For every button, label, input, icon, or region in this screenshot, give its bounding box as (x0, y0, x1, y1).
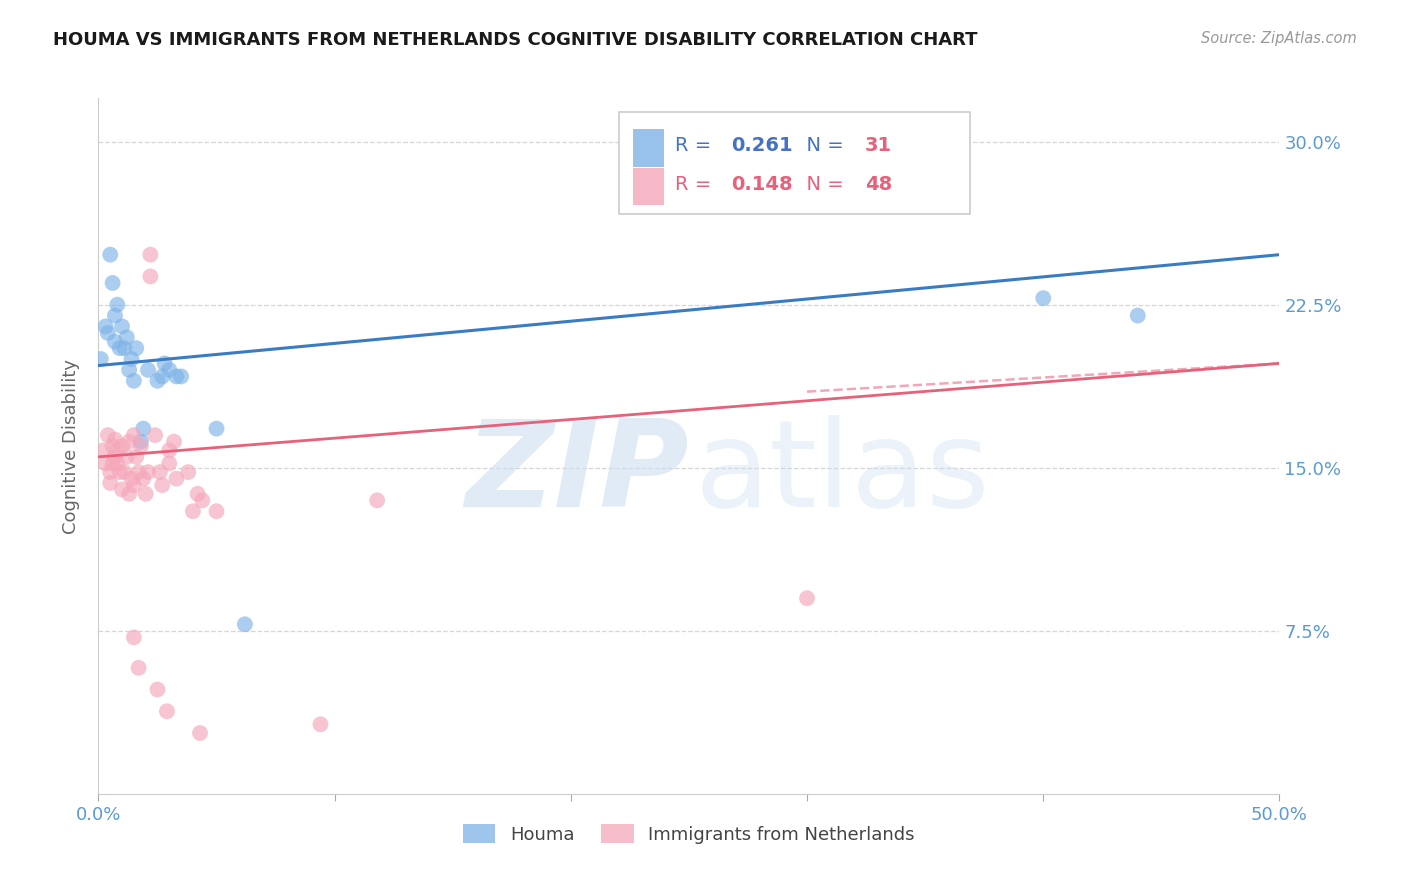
Point (111, 319, 134, 334)
Text: N =: N = (794, 175, 851, 194)
Point (122, 630, 145, 644)
Point (129, 439, 152, 453)
Point (796, 591, 818, 606)
Point (118, 363, 141, 377)
Point (156, 704, 179, 718)
Point (366, 493, 388, 508)
Point (150, 478, 173, 492)
Point (136, 363, 159, 377)
Point (121, 351, 143, 366)
Point (111, 439, 134, 453)
Point (170, 369, 193, 384)
Point (146, 682, 169, 697)
Point (115, 330, 138, 344)
Text: 48: 48 (865, 175, 891, 194)
Point (108, 341, 131, 355)
Point (153, 356, 176, 370)
Y-axis label: Cognitive Disability: Cognitive Disability (62, 359, 80, 533)
Point (94, 319, 117, 334)
Point (188, 726, 211, 740)
Point (181, 504, 204, 518)
Point (132, 472, 155, 486)
Point (163, 434, 186, 449)
Point (143, 428, 166, 442)
Point (725, 156, 748, 170)
Point (98, 248, 121, 262)
Point (97, 428, 120, 442)
Point (122, 374, 145, 388)
Point (90, 351, 112, 366)
Point (309, 717, 332, 731)
Point (187, 487, 209, 501)
Point (139, 248, 162, 262)
Point (105, 457, 128, 471)
Point (165, 472, 187, 486)
Point (150, 369, 173, 384)
Point (118, 487, 141, 501)
Point (101, 457, 124, 471)
Point (112, 465, 135, 479)
Point (104, 450, 127, 464)
Point (135, 487, 157, 501)
Point (118, 434, 141, 449)
Point (139, 269, 162, 284)
Point (122, 478, 145, 492)
Point (115, 450, 138, 464)
Point (177, 465, 200, 479)
Text: ZIP: ZIP (465, 416, 689, 533)
Text: 31: 31 (865, 136, 891, 155)
Point (128, 661, 150, 675)
Point (94, 457, 117, 471)
Point (98, 475, 121, 490)
Point (1032, 291, 1054, 305)
Point (125, 450, 148, 464)
Point (149, 465, 172, 479)
Point (205, 422, 228, 436)
Text: R =: R = (675, 175, 717, 194)
Point (101, 439, 124, 453)
Text: 0.148: 0.148 (731, 175, 793, 194)
Point (157, 363, 180, 377)
Text: HOUMA VS IMMIGRANTS FROM NETHERLANDS COGNITIVE DISABILITY CORRELATION CHART: HOUMA VS IMMIGRANTS FROM NETHERLANDS COG… (53, 31, 979, 49)
Point (165, 369, 187, 384)
Point (146, 374, 169, 388)
Text: R =: R = (675, 136, 717, 155)
Point (97, 326, 120, 340)
Point (157, 443, 180, 458)
Text: atlas: atlas (695, 416, 990, 533)
Point (205, 504, 228, 518)
Point (98, 465, 121, 479)
Point (128, 465, 150, 479)
Legend: Houma, Immigrants from Netherlands: Houma, Immigrants from Netherlands (456, 817, 922, 851)
Point (191, 493, 214, 508)
Point (136, 465, 159, 479)
Point (233, 617, 256, 632)
Point (104, 309, 127, 323)
Point (101, 276, 124, 290)
Point (132, 422, 155, 436)
Point (104, 334, 127, 349)
Point (121, 472, 143, 486)
Point (108, 465, 131, 479)
Point (111, 483, 134, 497)
Point (105, 298, 128, 312)
Point (125, 341, 148, 355)
Point (112, 341, 135, 355)
Text: 0.261: 0.261 (731, 136, 793, 155)
Point (129, 434, 152, 449)
Point (157, 457, 180, 471)
Point (104, 433, 127, 447)
Point (866, 130, 889, 145)
Point (1126, 309, 1149, 323)
Point (91, 443, 114, 458)
Text: Source: ZipAtlas.com: Source: ZipAtlas.com (1201, 31, 1357, 46)
Point (105, 443, 128, 458)
Text: N =: N = (794, 136, 851, 155)
Point (122, 428, 145, 442)
